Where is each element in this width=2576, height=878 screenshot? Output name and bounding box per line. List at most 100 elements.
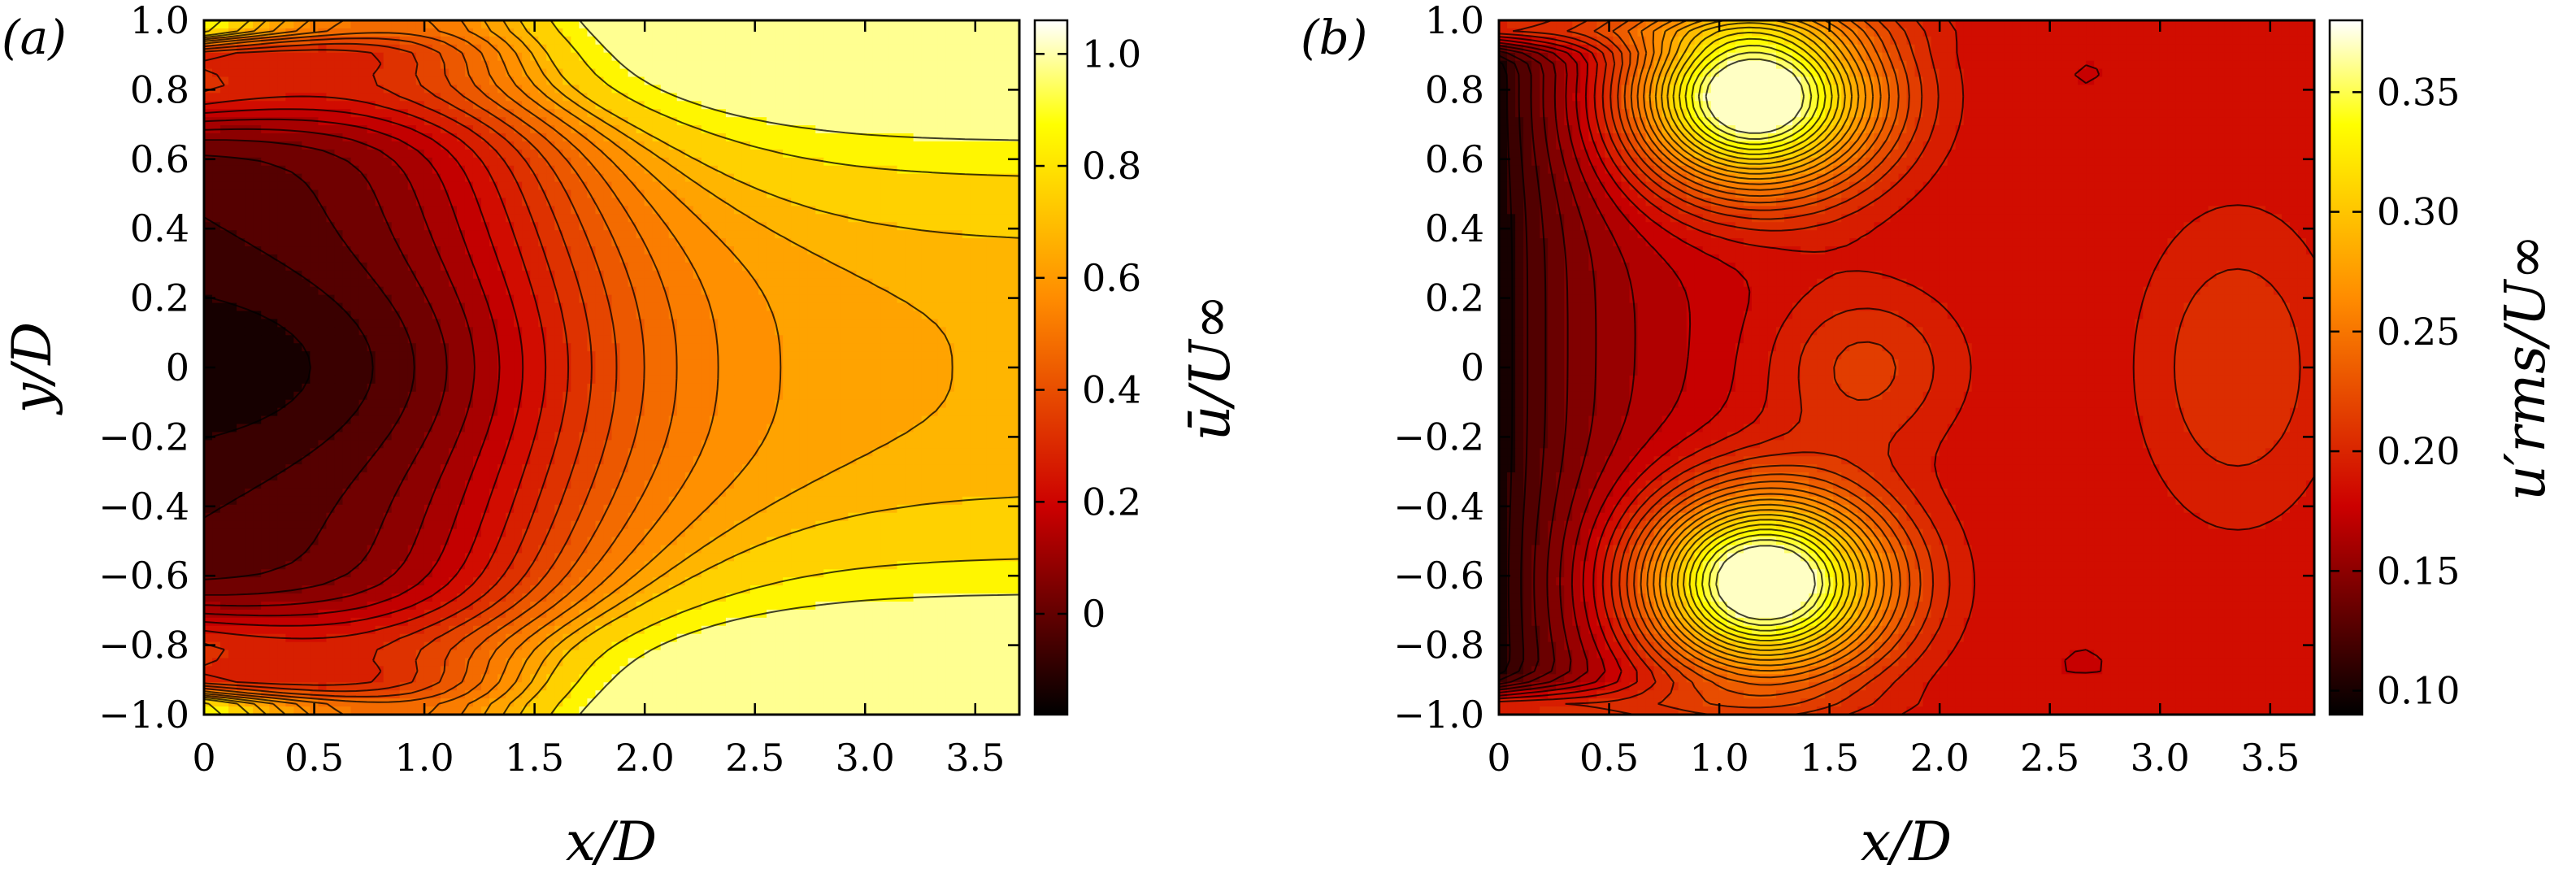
contour-cell: [448, 20, 458, 29]
contour-cell: [310, 335, 319, 344]
contour-cell: [334, 68, 344, 78]
contour-cell: [897, 351, 906, 360]
contour-cell: [1002, 173, 1012, 183]
contour-cell: [440, 157, 450, 167]
contour-cell: [603, 20, 613, 29]
contour-cell: [775, 52, 784, 62]
contour-cell: [506, 262, 515, 272]
contour-cell: [767, 278, 775, 288]
contour-cell: [554, 206, 563, 215]
contour-cell: [611, 214, 621, 223]
contour-cell: [945, 319, 955, 328]
contour-cell: [758, 222, 767, 231]
contour-cell: [693, 109, 702, 118]
contour-cell: [1002, 375, 1012, 385]
contour-cell: [978, 246, 988, 255]
contour-cell: [358, 367, 368, 376]
contour-cell: [652, 189, 662, 199]
contour-cell: [676, 157, 686, 167]
contour-cell: [497, 383, 506, 393]
contour-cell: [472, 254, 482, 263]
contour-cell: [261, 68, 270, 78]
contour-cell: [432, 391, 441, 401]
contour-cell: [277, 375, 286, 385]
contour-cell: [758, 343, 767, 352]
contour-cell: [611, 206, 621, 215]
contour-cell: [775, 286, 784, 296]
contour-cell: [432, 270, 441, 280]
contour-cell: [472, 222, 482, 231]
contour-cell: [986, 319, 996, 328]
contour-cell: [733, 319, 743, 328]
contour-cell: [856, 133, 866, 142]
contour-cell: [302, 286, 311, 296]
contour-cell: [415, 109, 425, 118]
contour-cell: [571, 230, 580, 239]
contour-cell: [326, 101, 336, 110]
contour-cell: [506, 399, 515, 409]
contour-cell: [962, 399, 971, 409]
contour-cell: [506, 28, 515, 37]
contour-cell: [954, 157, 963, 167]
contour-cell: [937, 101, 947, 110]
contour-cell: [1002, 302, 1012, 312]
contour-cell: [326, 44, 336, 54]
contour-cell: [905, 399, 914, 409]
contour-cell: [489, 165, 498, 175]
contour-cell: [253, 246, 262, 255]
contour-cell: [725, 335, 735, 344]
contour-cell: [1002, 20, 1012, 29]
contour-cell: [358, 391, 368, 401]
contour-cell: [530, 109, 539, 118]
contour-cell: [514, 157, 523, 167]
contour-cell: [693, 222, 702, 231]
contour-cell: [310, 133, 319, 142]
contour-cell: [358, 335, 368, 344]
contour-cell: [391, 311, 401, 320]
contour-cell: [261, 327, 270, 336]
contour-cell: [204, 173, 213, 183]
contour-cell: [986, 238, 996, 247]
contour-cell: [897, 133, 906, 142]
contour-cell: [481, 60, 490, 70]
contour-cell: [652, 93, 662, 102]
contour-cell: [432, 399, 441, 409]
contour-cell: [595, 351, 605, 360]
contour-cell: [913, 173, 923, 183]
contour-cell: [506, 76, 515, 86]
contour-cell: [269, 165, 278, 175]
contour-cell: [741, 85, 751, 93]
contour-cell: [644, 149, 654, 159]
contour-cell: [514, 36, 523, 46]
contour-cell: [807, 76, 816, 86]
contour-cell: [1002, 286, 1012, 296]
contour-cell: [628, 367, 637, 376]
contour-cell: [970, 68, 980, 78]
contour-cell: [741, 399, 751, 409]
contour-cell: [464, 270, 474, 280]
contour-cell: [684, 149, 694, 159]
contour-cell: [432, 189, 441, 199]
contour-cell: [554, 149, 563, 159]
contour-cell: [652, 117, 662, 126]
contour-cell: [245, 101, 254, 110]
contour-cell: [815, 20, 824, 29]
contour-cell: [636, 415, 645, 425]
contour-cell: [945, 36, 955, 46]
contour-cell: [888, 262, 898, 272]
contour-cell: [204, 407, 213, 417]
contour-cell: [326, 173, 336, 183]
contour-cell: [815, 101, 824, 110]
contour-cell: [554, 76, 563, 86]
contour-cell: [913, 206, 923, 215]
contour-cell: [701, 141, 710, 150]
contour-cell: [546, 415, 555, 425]
contour-cell: [514, 76, 523, 86]
contour-cell: [978, 238, 988, 247]
contour-cell: [954, 367, 963, 376]
contour-cell: [579, 60, 589, 70]
contour-cell: [905, 52, 914, 62]
contour-cell: [741, 294, 751, 304]
contour-cell: [767, 101, 775, 110]
contour-cell: [929, 327, 939, 336]
